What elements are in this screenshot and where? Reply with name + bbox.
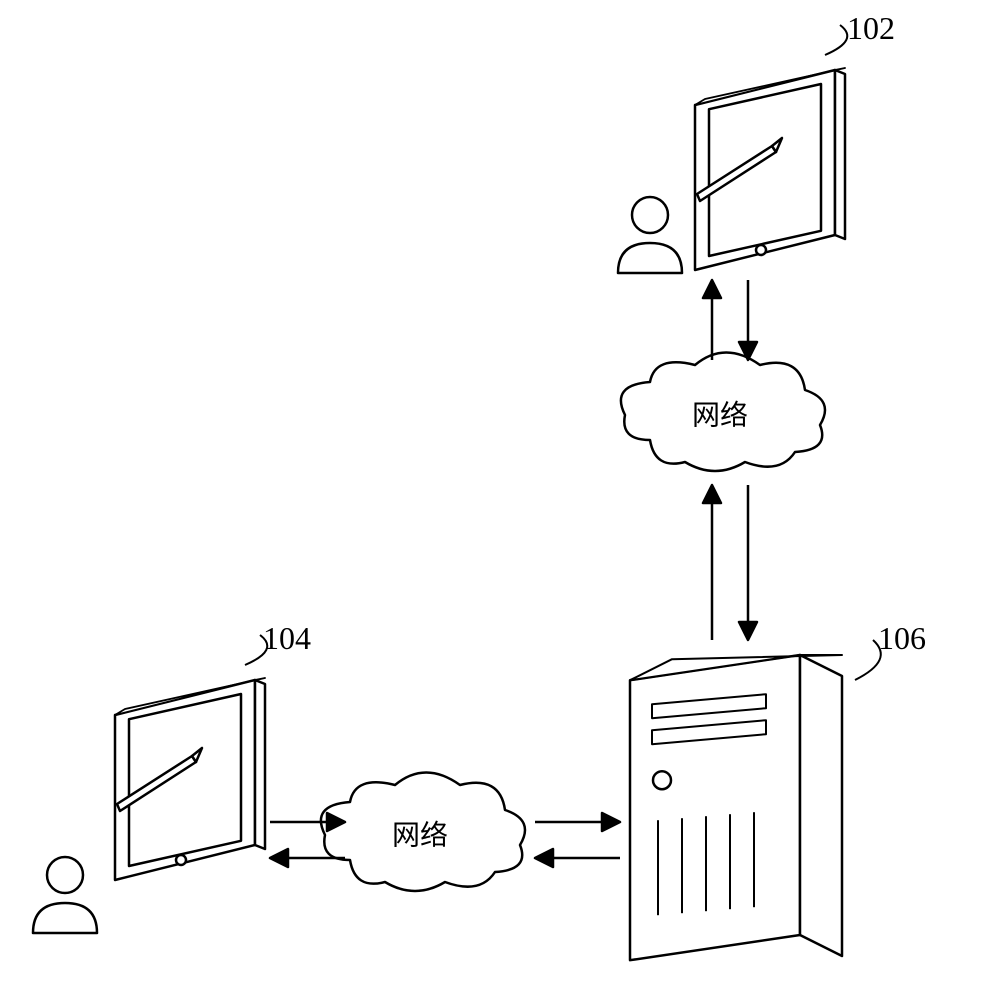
ref-label-104: 104 [263,620,311,657]
diagram-canvas: 102 104 106 网络网络 [0,0,993,1000]
ref-label-102: 102 [847,10,895,47]
diagram-svg: 网络网络 [0,0,993,1000]
svg-text:网络: 网络 [692,399,748,431]
svg-text:网络: 网络 [392,819,448,851]
ref-label-106: 106 [878,620,926,657]
